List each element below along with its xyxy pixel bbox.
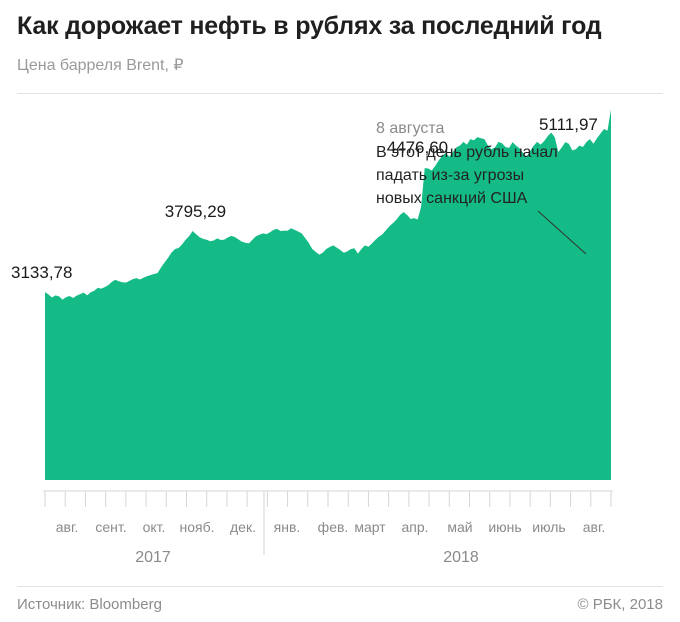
- year-label: 2018: [443, 549, 479, 566]
- value-label: 5111,97: [539, 115, 598, 134]
- month-label: нояб.: [179, 519, 214, 535]
- value-labels: 3133,78 3795,29 4476,60 5111,97: [11, 115, 598, 282]
- chart-title: Как дорожает нефть в рублях за последний…: [17, 12, 602, 40]
- value-label: 4476,60: [387, 138, 448, 157]
- value-label: 3133,78: [11, 263, 72, 282]
- copyright-note: © РБК, 2018: [577, 596, 663, 613]
- source-note: Источник: Bloomberg: [17, 596, 162, 613]
- month-label: май: [447, 519, 472, 535]
- annotation-line-2: падать из-за угрозы: [376, 167, 524, 184]
- year-labels: 2017 2018: [135, 549, 479, 566]
- price-area: [45, 109, 611, 481]
- month-label: авг.: [56, 519, 79, 535]
- year-label: 2017: [135, 549, 171, 566]
- month-label: дек.: [230, 519, 256, 535]
- annotation-leader-line: [537, 210, 587, 255]
- month-labels: авг. сент. окт. нояб. дек. янв. фев. март апр. ма…: [56, 519, 606, 535]
- month-label: окт.: [143, 519, 166, 535]
- month-label: сент.: [95, 519, 126, 535]
- annotation-date: 8 августа: [376, 120, 445, 137]
- x-axis-ticks: [44, 491, 612, 507]
- annotation-line-1: В этот день рубль начал: [376, 144, 558, 161]
- month-label: фев.: [318, 519, 349, 535]
- month-label: июль: [532, 519, 565, 535]
- month-label: апр.: [401, 519, 428, 535]
- annotation-line-3: новых санкций США: [376, 190, 528, 207]
- month-label: июнь: [488, 519, 521, 535]
- month-label: авг.: [583, 519, 606, 535]
- value-label: 3795,29: [165, 202, 226, 221]
- bottom-divider: [17, 586, 663, 587]
- month-label: янв.: [274, 519, 301, 535]
- top-divider: [17, 93, 663, 94]
- month-label: март: [354, 519, 386, 535]
- chart-subtitle: Цена барреля Brent, ₽: [17, 57, 184, 74]
